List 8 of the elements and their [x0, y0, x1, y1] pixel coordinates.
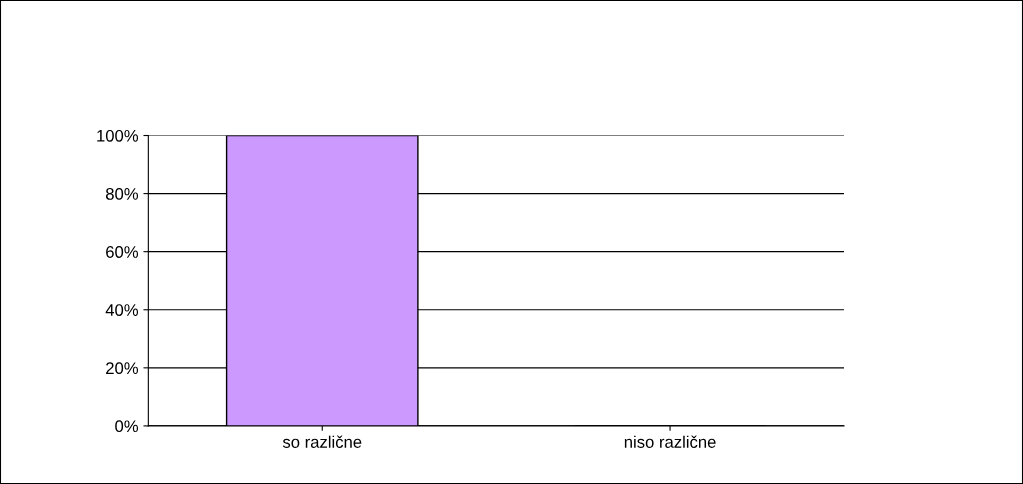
y-tick-label: 20%: [106, 362, 139, 375]
y-tick-label: 60%: [106, 246, 139, 258]
y-tick-label: 80%: [105, 188, 139, 200]
y-tick-label: 40%: [105, 304, 139, 316]
y-tick-label: 100%: [97, 129, 139, 142]
x-tick-label: so različne: [282, 435, 362, 448]
y-tick-label: 0%: [115, 420, 139, 433]
x-tick-label: niso različne: [624, 435, 716, 448]
